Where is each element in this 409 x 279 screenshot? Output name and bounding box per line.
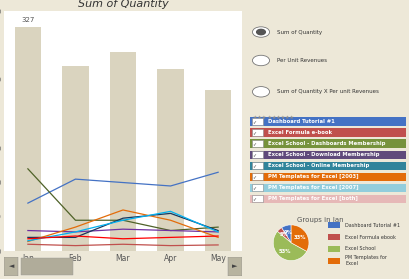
Text: Dashboard Tutorial #1: Dashboard Tutorial #1	[267, 119, 334, 124]
FancyBboxPatch shape	[21, 258, 73, 275]
Circle shape	[252, 27, 269, 37]
Text: ✓: ✓	[252, 163, 256, 168]
Circle shape	[252, 55, 269, 66]
Text: Excel Formula ebook: Excel Formula ebook	[344, 235, 395, 239]
Text: PM Templates for Excel [2007]: PM Templates for Excel [2007]	[267, 186, 358, 191]
Wedge shape	[281, 225, 290, 243]
Text: ✓: ✓	[252, 186, 256, 191]
Bar	[204, 90, 231, 251]
Text: ✓: ✓	[252, 141, 256, 146]
Wedge shape	[272, 231, 306, 261]
FancyBboxPatch shape	[249, 128, 405, 137]
Bar	[62, 66, 88, 251]
FancyBboxPatch shape	[251, 140, 262, 147]
Bar	[157, 69, 183, 251]
Bar	[15, 27, 41, 251]
FancyBboxPatch shape	[249, 162, 405, 170]
Text: Sum of Quantity X Per unit Revenues: Sum of Quantity X Per unit Revenues	[276, 89, 378, 94]
FancyBboxPatch shape	[249, 184, 405, 192]
Circle shape	[252, 86, 269, 97]
Text: ✓: ✓	[252, 130, 256, 135]
FancyBboxPatch shape	[327, 222, 339, 228]
FancyBboxPatch shape	[251, 184, 262, 191]
Text: Dashboard Tutorial #1: Dashboard Tutorial #1	[344, 223, 399, 228]
FancyBboxPatch shape	[249, 117, 405, 126]
FancyBboxPatch shape	[251, 196, 262, 203]
FancyBboxPatch shape	[327, 246, 339, 252]
Bar	[110, 52, 136, 251]
Text: Excel Formula e-book: Excel Formula e-book	[267, 130, 331, 135]
Text: Excel School - Download Membership: Excel School - Download Membership	[267, 152, 379, 157]
Text: Groups in Jan: Groups in Jan	[296, 217, 343, 223]
FancyBboxPatch shape	[249, 140, 405, 148]
FancyBboxPatch shape	[327, 234, 339, 240]
Circle shape	[256, 29, 265, 35]
Text: ✓: ✓	[252, 196, 256, 201]
FancyBboxPatch shape	[4, 257, 18, 276]
Wedge shape	[276, 228, 290, 243]
FancyBboxPatch shape	[227, 257, 241, 276]
Text: PM Templates for
Excel: PM Templates for Excel	[344, 255, 386, 266]
Text: ✓: ✓	[252, 174, 256, 179]
FancyBboxPatch shape	[251, 162, 262, 169]
Text: 5%: 5%	[279, 232, 288, 237]
Text: 33%: 33%	[293, 235, 306, 240]
Text: ★★★ ★★★★★★: ★★★ ★★★★★★	[253, 115, 293, 120]
Text: Per Unit Revenues: Per Unit Revenues	[276, 58, 326, 63]
FancyBboxPatch shape	[251, 151, 262, 158]
FancyBboxPatch shape	[251, 118, 262, 125]
Text: Excel School - Online Membership: Excel School - Online Membership	[267, 163, 369, 168]
Text: PM Templates for Excel [2003]: PM Templates for Excel [2003]	[267, 174, 358, 179]
FancyBboxPatch shape	[327, 258, 339, 264]
Text: ►: ►	[231, 263, 237, 270]
Text: 9%: 9%	[283, 230, 292, 235]
Text: Sum of Quantity: Sum of Quantity	[276, 30, 321, 35]
FancyBboxPatch shape	[251, 129, 262, 136]
Text: Excel School: Excel School	[344, 246, 375, 251]
Text: Excel School - Dashboards Membership: Excel School - Dashboards Membership	[267, 141, 384, 146]
Text: PM Templates for Excel [both]: PM Templates for Excel [both]	[267, 196, 357, 201]
Title: Sum of Quantity: Sum of Quantity	[77, 0, 168, 9]
FancyBboxPatch shape	[249, 195, 405, 203]
Text: ✓: ✓	[252, 152, 256, 157]
Text: ✓: ✓	[252, 119, 256, 124]
Text: 53%: 53%	[278, 249, 291, 254]
Text: 327: 327	[21, 17, 34, 23]
FancyBboxPatch shape	[249, 151, 405, 159]
Text: ◄: ◄	[9, 263, 14, 270]
FancyBboxPatch shape	[249, 173, 405, 181]
FancyBboxPatch shape	[251, 173, 262, 181]
Wedge shape	[290, 225, 308, 251]
